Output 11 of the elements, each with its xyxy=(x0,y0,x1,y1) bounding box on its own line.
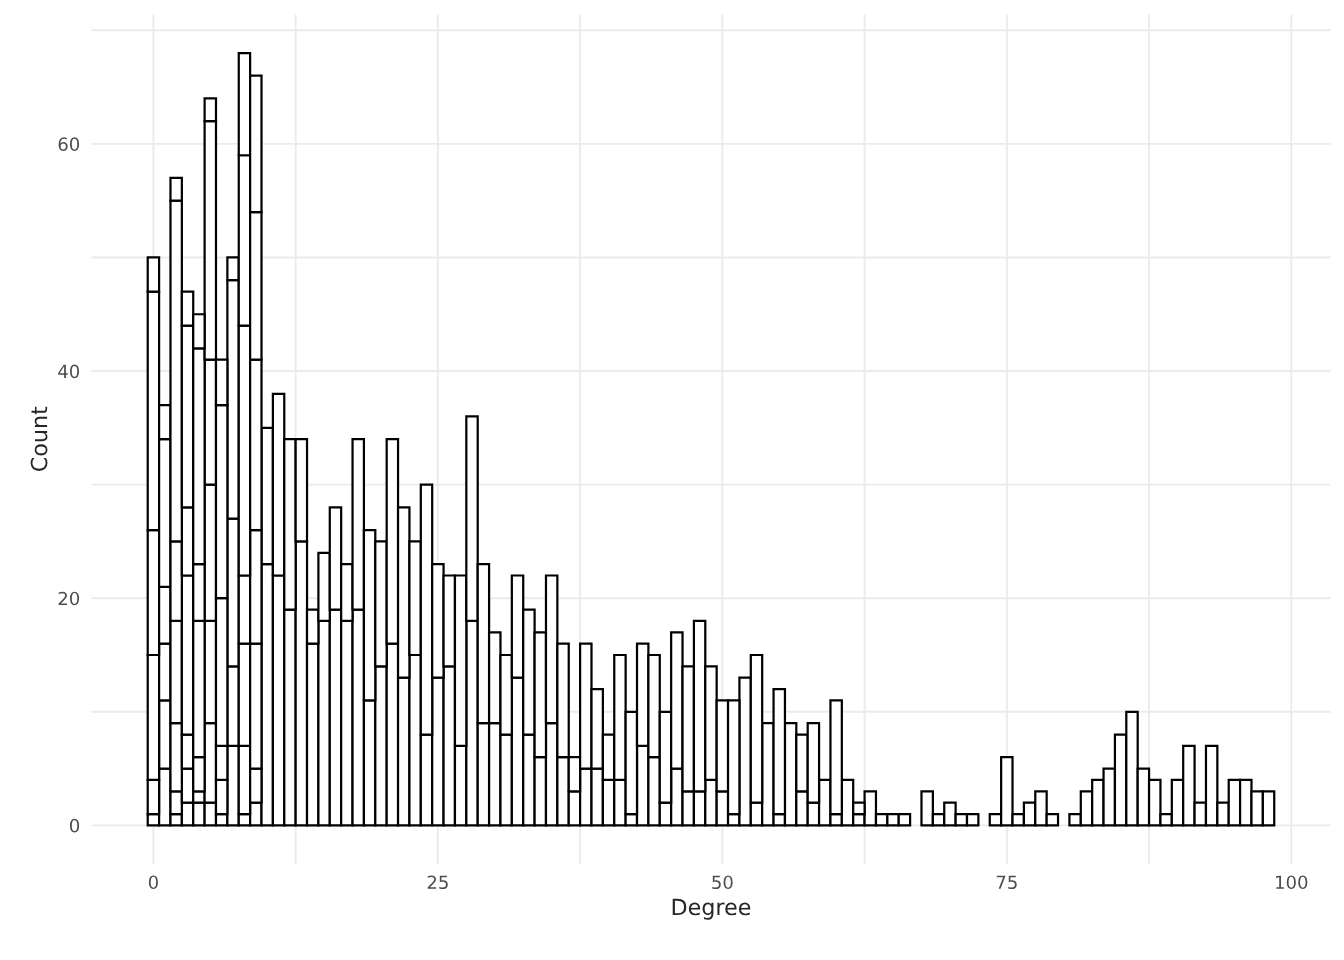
x-tick-label: 100 xyxy=(1276,875,1308,890)
y-axis-title: Count xyxy=(30,406,48,471)
x-tick-label: 0 xyxy=(148,875,158,890)
x-tick-label: 75 xyxy=(996,875,1017,890)
x-tick-label: 50 xyxy=(712,875,733,890)
y-tick-label: 20 xyxy=(58,591,80,606)
y-tick-label: 0 xyxy=(69,818,80,833)
x-axis-title: Degree xyxy=(672,898,751,920)
y-tick-label: 60 xyxy=(58,137,80,151)
x-tick-label: 25 xyxy=(427,875,448,890)
y-tick-label: 40 xyxy=(58,364,80,379)
